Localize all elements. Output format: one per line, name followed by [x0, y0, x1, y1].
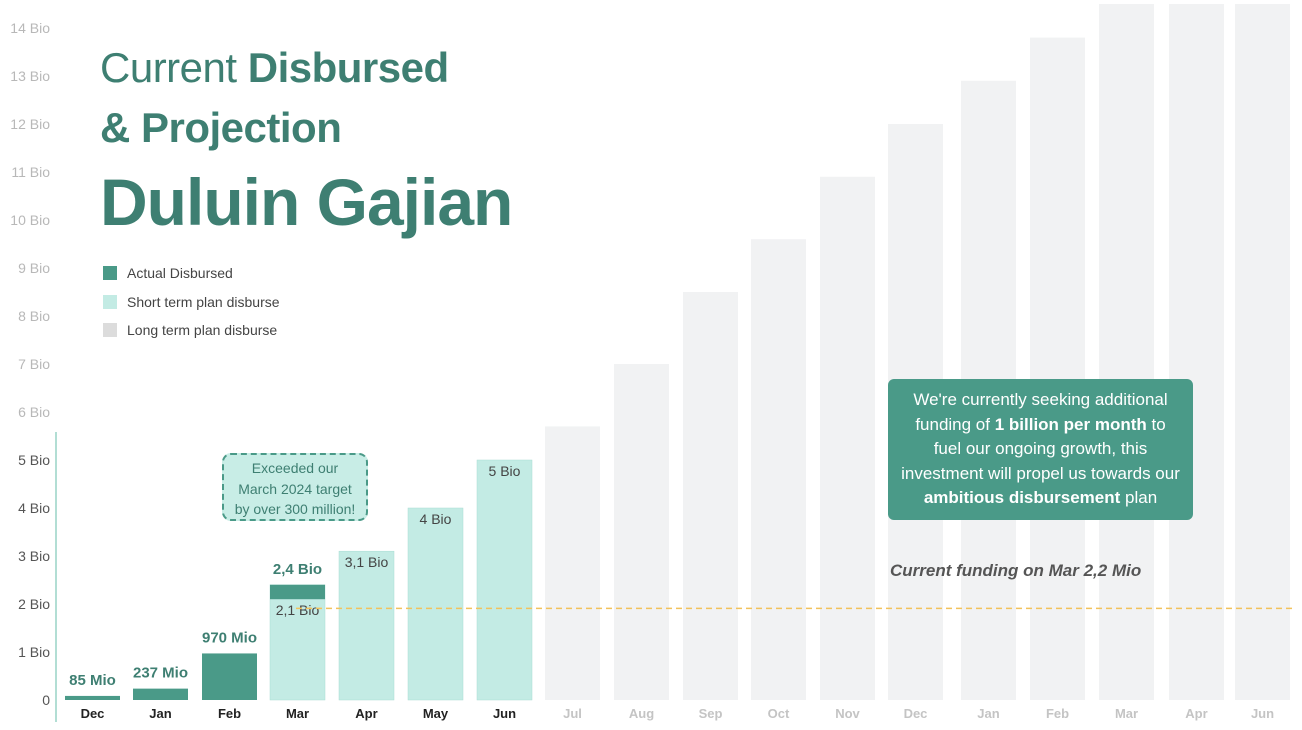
- bar-actual-3: [270, 584, 325, 600]
- bar-long-term-10: [751, 239, 806, 700]
- page-title-line-3: Duluin Gajian: [100, 165, 513, 239]
- x-tick-label: Jan: [977, 706, 999, 721]
- funding-callout: We're currently seeking additional fundi…: [888, 379, 1193, 520]
- y-tick-label: 7 Bio: [18, 356, 50, 372]
- x-tick-label: Aug: [629, 706, 654, 721]
- y-tick-label: 10 Bio: [10, 212, 50, 228]
- data-label: 2,1 Bio: [276, 602, 320, 618]
- bar-long-term-9: [683, 292, 738, 700]
- x-tick-label: Sep: [699, 706, 723, 721]
- data-label: 4 Bio: [420, 511, 452, 527]
- callout-text-1: We're currently seeking additional fundi…: [913, 390, 1168, 434]
- legend-swatch-actual: [103, 266, 117, 281]
- data-label: 970 Mio: [202, 629, 257, 646]
- y-tick-label: 1 Bio: [18, 644, 50, 660]
- legend-label-short-term: Short term plan disburse: [127, 293, 280, 310]
- data-label: 2,4 Bio: [273, 561, 322, 578]
- y-tick-label: 8 Bio: [18, 308, 50, 324]
- x-tick-label: Jun: [1251, 706, 1274, 721]
- x-tick-label: Feb: [1046, 706, 1069, 721]
- page-title-line-2: & Projection: [100, 104, 342, 151]
- x-tick-label: Dec: [81, 706, 105, 721]
- legend-item-short-term: Short term plan disburse: [103, 288, 280, 317]
- legend-item-long-term: Long term plan disburse: [103, 316, 280, 345]
- x-tick-label: Jun: [493, 706, 516, 721]
- data-label: 3,1 Bio: [345, 554, 389, 570]
- bar-short-term-6: [476, 459, 533, 701]
- y-tick-label: 4 Bio: [18, 500, 50, 516]
- note-line-2: March 2024 target: [238, 480, 352, 497]
- note-line-1: Exceeded our: [251, 460, 339, 476]
- bar-long-term-15: [1099, 4, 1154, 700]
- legend-label-long-term: Long term plan disburse: [127, 322, 278, 339]
- bar-long-term-7: [545, 426, 600, 700]
- bar-actual-2: [202, 653, 257, 700]
- x-tick-label: Feb: [218, 706, 241, 721]
- data-label: 237 Mio: [133, 665, 188, 682]
- x-tick-label: Oct: [768, 706, 790, 721]
- legend-swatch-short-term: [103, 294, 117, 309]
- y-tick-label: 12 Bio: [10, 116, 50, 132]
- title-bold-word: Disbursed: [247, 44, 449, 91]
- bar-short-term-5: [407, 507, 464, 701]
- callout-text-3: plan: [1120, 488, 1158, 507]
- x-tick-label: Nov: [835, 706, 860, 721]
- chart-legend: Actual Disbursed Short term plan disburs…: [103, 259, 280, 345]
- title-light-word: Current: [100, 44, 237, 91]
- bar-actual-0: [65, 695, 120, 700]
- y-tick-label: 14 Bio: [10, 20, 50, 36]
- data-label: 85 Mio: [69, 672, 116, 689]
- x-tick-label: Dec: [904, 706, 928, 721]
- legend-swatch-long-term: [103, 323, 117, 338]
- bar-long-term-11: [820, 176, 875, 701]
- legend-item-actual: Actual Disbursed: [103, 259, 280, 288]
- callout-bold-1: 1 billion per month: [994, 414, 1147, 434]
- y-tick-label: 0: [42, 692, 50, 708]
- note-line-3: by over 300 million!: [234, 501, 356, 517]
- y-tick-label: 11 Bio: [11, 164, 50, 180]
- bar-actual-1: [133, 688, 188, 700]
- y-tick-label: 2 Bio: [18, 596, 50, 612]
- x-tick-label: Mar: [1115, 706, 1138, 721]
- y-tick-label: 5 Bio: [18, 452, 50, 468]
- x-tick-label: Apr: [355, 706, 377, 721]
- bar-short-term-3: [269, 584, 326, 701]
- x-tick-label: Jan: [149, 706, 171, 721]
- legend-label-actual: Actual Disbursed: [127, 265, 233, 282]
- y-tick-label: 9 Bio: [18, 260, 50, 276]
- y-tick-label: 13 Bio: [10, 68, 50, 84]
- x-tick-label: Apr: [1185, 706, 1207, 721]
- page-title-line-1: Current Disbursed: [100, 44, 449, 92]
- x-tick-label: Jul: [563, 706, 582, 721]
- callout-text-2: to fuel our ongoing growth, this investm…: [901, 414, 1180, 483]
- bar-long-term-17: [1235, 4, 1290, 700]
- target-exceeded-note: Exceeded our March 2024 target by over 3…: [222, 453, 368, 521]
- bar-long-term-16: [1169, 4, 1224, 700]
- x-tick-label: May: [423, 706, 449, 721]
- bar-long-term-8: [614, 364, 669, 700]
- x-tick-label: Mar: [286, 706, 309, 721]
- bar-short-term-4: [338, 550, 395, 701]
- current-funding-label: Current funding on Mar 2,2 Mio: [890, 561, 1142, 580]
- y-tick-label: 6 Bio: [18, 404, 50, 420]
- callout-bold-2: ambitious disbursement: [923, 488, 1121, 507]
- y-tick-label: 3 Bio: [18, 548, 50, 564]
- data-label: 5 Bio: [489, 463, 521, 479]
- bar-long-term-14: [1030, 37, 1085, 701]
